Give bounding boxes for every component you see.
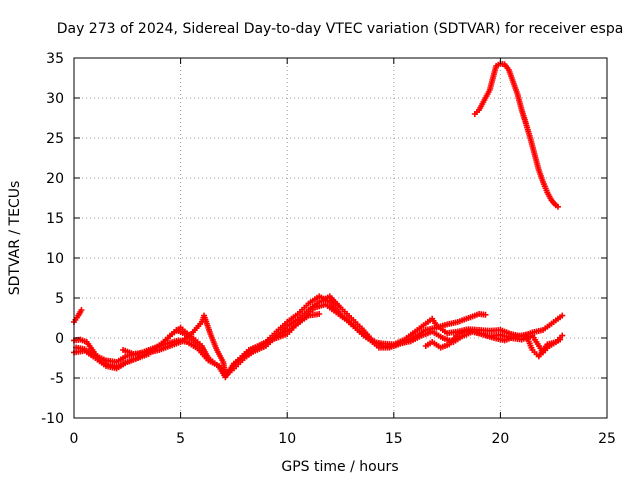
y-tick-label: 15 (46, 211, 64, 227)
data-point (559, 332, 566, 339)
data-point (554, 203, 561, 210)
y-tick-label: 5 (55, 291, 64, 307)
grid (74, 58, 607, 418)
axis-ticks: 0 5 10 15 20 25 -10 -5 0 5 10 15 20 25 30 35 (41, 51, 616, 447)
y-tick-label: 10 (46, 251, 64, 267)
data-point (198, 347, 205, 353)
data-point (559, 312, 566, 319)
y-tick-label: 25 (46, 131, 64, 147)
y-axis-label: SDTVAR / TECUs (7, 181, 23, 296)
y-tick-label: 30 (46, 91, 64, 107)
x-axis-label: GPS time / hours (281, 459, 398, 475)
data-point (482, 311, 489, 318)
x-tick-label: 10 (278, 431, 296, 447)
x-tick-label: 20 (491, 431, 509, 447)
plot-frame (73, 57, 608, 419)
chart-title: Day 273 of 2024, Sidereal Day-to-day VTE… (57, 21, 624, 37)
data-point (557, 336, 564, 343)
y-tick-label: -10 (41, 411, 64, 427)
data-point (78, 307, 85, 313)
x-tick-label: 25 (598, 431, 616, 447)
x-tick-label: 5 (176, 431, 185, 447)
data-points (71, 60, 566, 381)
y-tick-label: 0 (55, 331, 64, 347)
y-tick-label: 35 (46, 51, 64, 67)
y-tick-label: 20 (46, 171, 64, 187)
x-tick-label: 0 (70, 431, 79, 447)
x-tick-label: 15 (385, 431, 403, 447)
y-tick-label: -5 (50, 371, 64, 387)
data-point (316, 311, 323, 317)
